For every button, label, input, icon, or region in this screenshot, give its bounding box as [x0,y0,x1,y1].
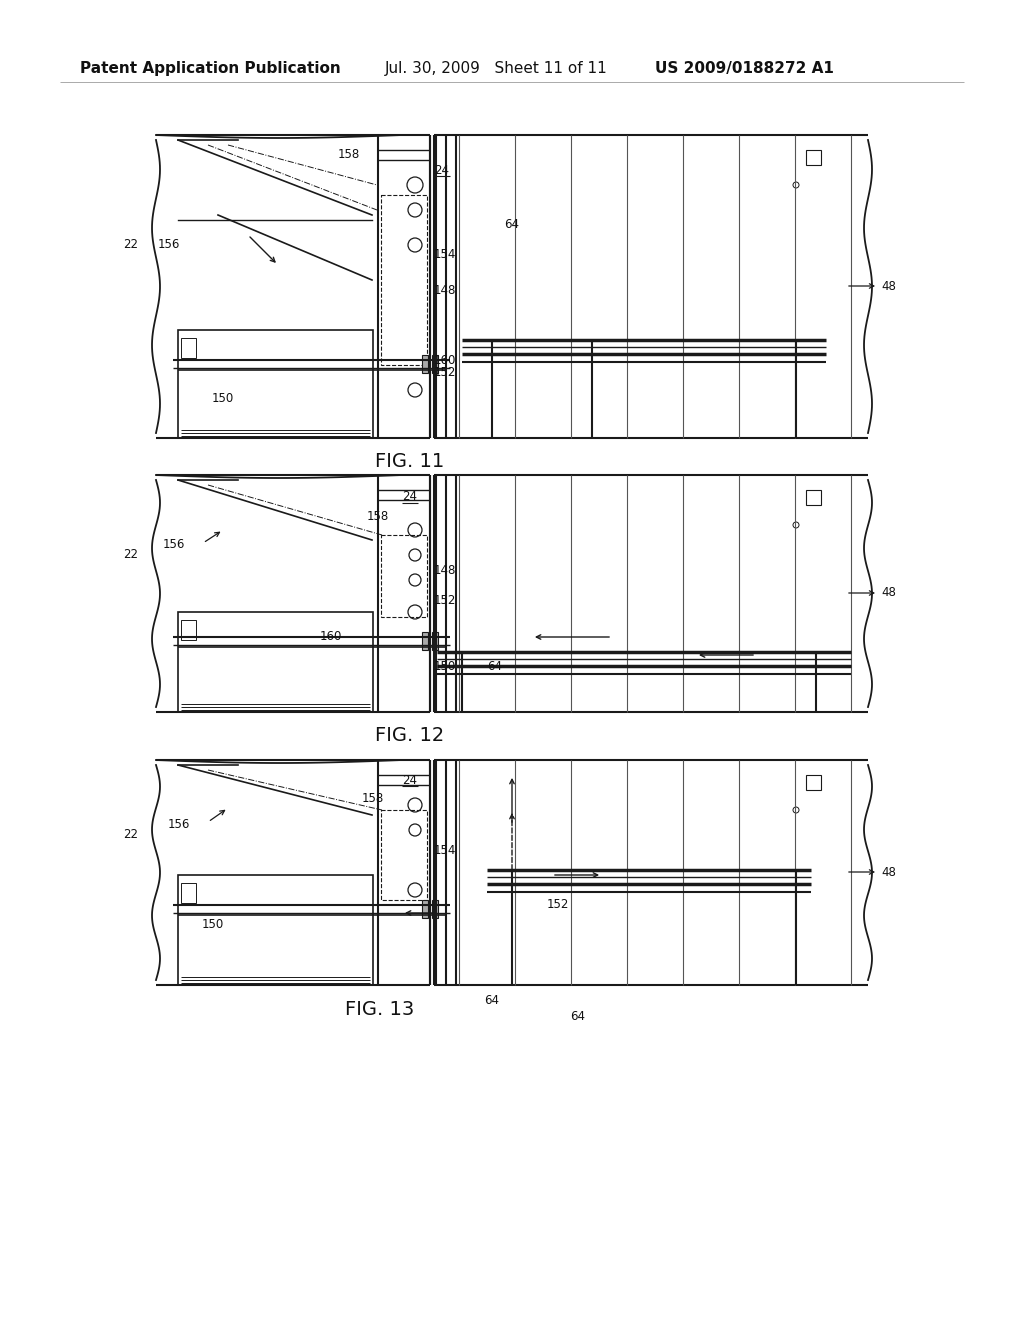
Text: 148: 148 [434,564,457,577]
Text: 48: 48 [881,866,896,879]
Text: 158: 158 [362,792,384,804]
Text: 64: 64 [570,1010,585,1023]
Bar [178,612,373,711]
Text: 156: 156 [163,539,185,552]
Bar [381,810,427,900]
Bar [422,632,428,649]
Text: 48: 48 [881,280,896,293]
Bar [806,775,821,789]
Text: 22: 22 [123,239,138,252]
Text: FIG. 11: FIG. 11 [376,451,444,471]
Bar [422,900,428,917]
Text: 160: 160 [319,631,342,644]
Bar [178,330,373,438]
Bar [432,900,438,917]
Text: 158: 158 [367,511,389,524]
Bar [178,875,373,985]
Bar [381,535,427,616]
Text: 156: 156 [168,818,190,832]
Text: US 2009/0188272 A1: US 2009/0188272 A1 [655,61,834,75]
Text: 150: 150 [434,660,457,673]
Text: 24: 24 [402,774,417,787]
Text: 148: 148 [434,284,457,297]
Text: 154: 154 [434,248,457,261]
Bar [181,338,196,358]
Text: 64: 64 [505,219,519,231]
Bar [181,883,196,903]
Text: 150: 150 [212,392,234,404]
Text: 160: 160 [434,354,457,367]
Text: 152: 152 [547,899,569,912]
Bar [381,195,427,366]
Text: FIG. 13: FIG. 13 [345,1001,415,1019]
Bar [432,355,438,374]
Text: Jul. 30, 2009   Sheet 11 of 11: Jul. 30, 2009 Sheet 11 of 11 [385,61,608,75]
Bar [806,490,821,506]
Text: 150: 150 [202,919,224,932]
Bar [432,632,438,649]
Text: 152: 152 [434,594,457,606]
Text: 22: 22 [123,549,138,561]
Text: 158: 158 [338,149,360,161]
Bar [806,150,821,165]
Text: 22: 22 [123,829,138,842]
Text: 48: 48 [881,586,896,599]
Text: 156: 156 [158,239,180,252]
Bar [422,355,428,374]
Bar [181,620,196,640]
Text: 64: 64 [484,994,500,1006]
Text: 154: 154 [434,843,457,857]
Text: Patent Application Publication: Patent Application Publication [80,61,341,75]
Text: 64: 64 [487,660,502,673]
Text: 24: 24 [434,164,449,177]
Text: 152: 152 [434,367,457,380]
Text: FIG. 12: FIG. 12 [376,726,444,744]
Text: 24: 24 [402,491,417,503]
